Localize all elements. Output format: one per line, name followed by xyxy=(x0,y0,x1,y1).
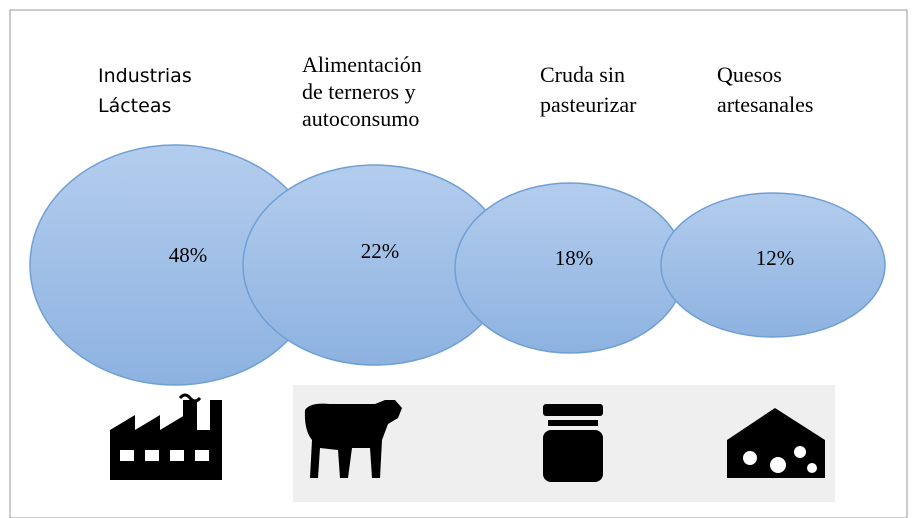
category-label: Industrias xyxy=(98,65,192,87)
percentage: 18% xyxy=(555,246,594,270)
category-label: Alimentación xyxy=(302,52,422,77)
percentage: 12% xyxy=(756,246,795,270)
percentage: 22% xyxy=(361,239,400,263)
category-label: Quesos xyxy=(717,62,782,87)
category-label: pasteurizar xyxy=(540,92,637,117)
category-label: artesanales xyxy=(717,92,814,117)
bubble xyxy=(660,192,886,338)
category-label: Cruda sin xyxy=(540,62,625,87)
factory-icon xyxy=(110,393,222,480)
category-label: autoconsumo xyxy=(302,106,419,131)
percentage: 48% xyxy=(169,243,208,267)
jar-icon xyxy=(543,404,603,482)
calf-icon xyxy=(304,400,402,478)
cheese-icon xyxy=(727,408,825,478)
frame xyxy=(9,9,908,518)
category-label: de terneros y xyxy=(302,79,416,104)
category-label: Lácteas xyxy=(98,95,171,117)
